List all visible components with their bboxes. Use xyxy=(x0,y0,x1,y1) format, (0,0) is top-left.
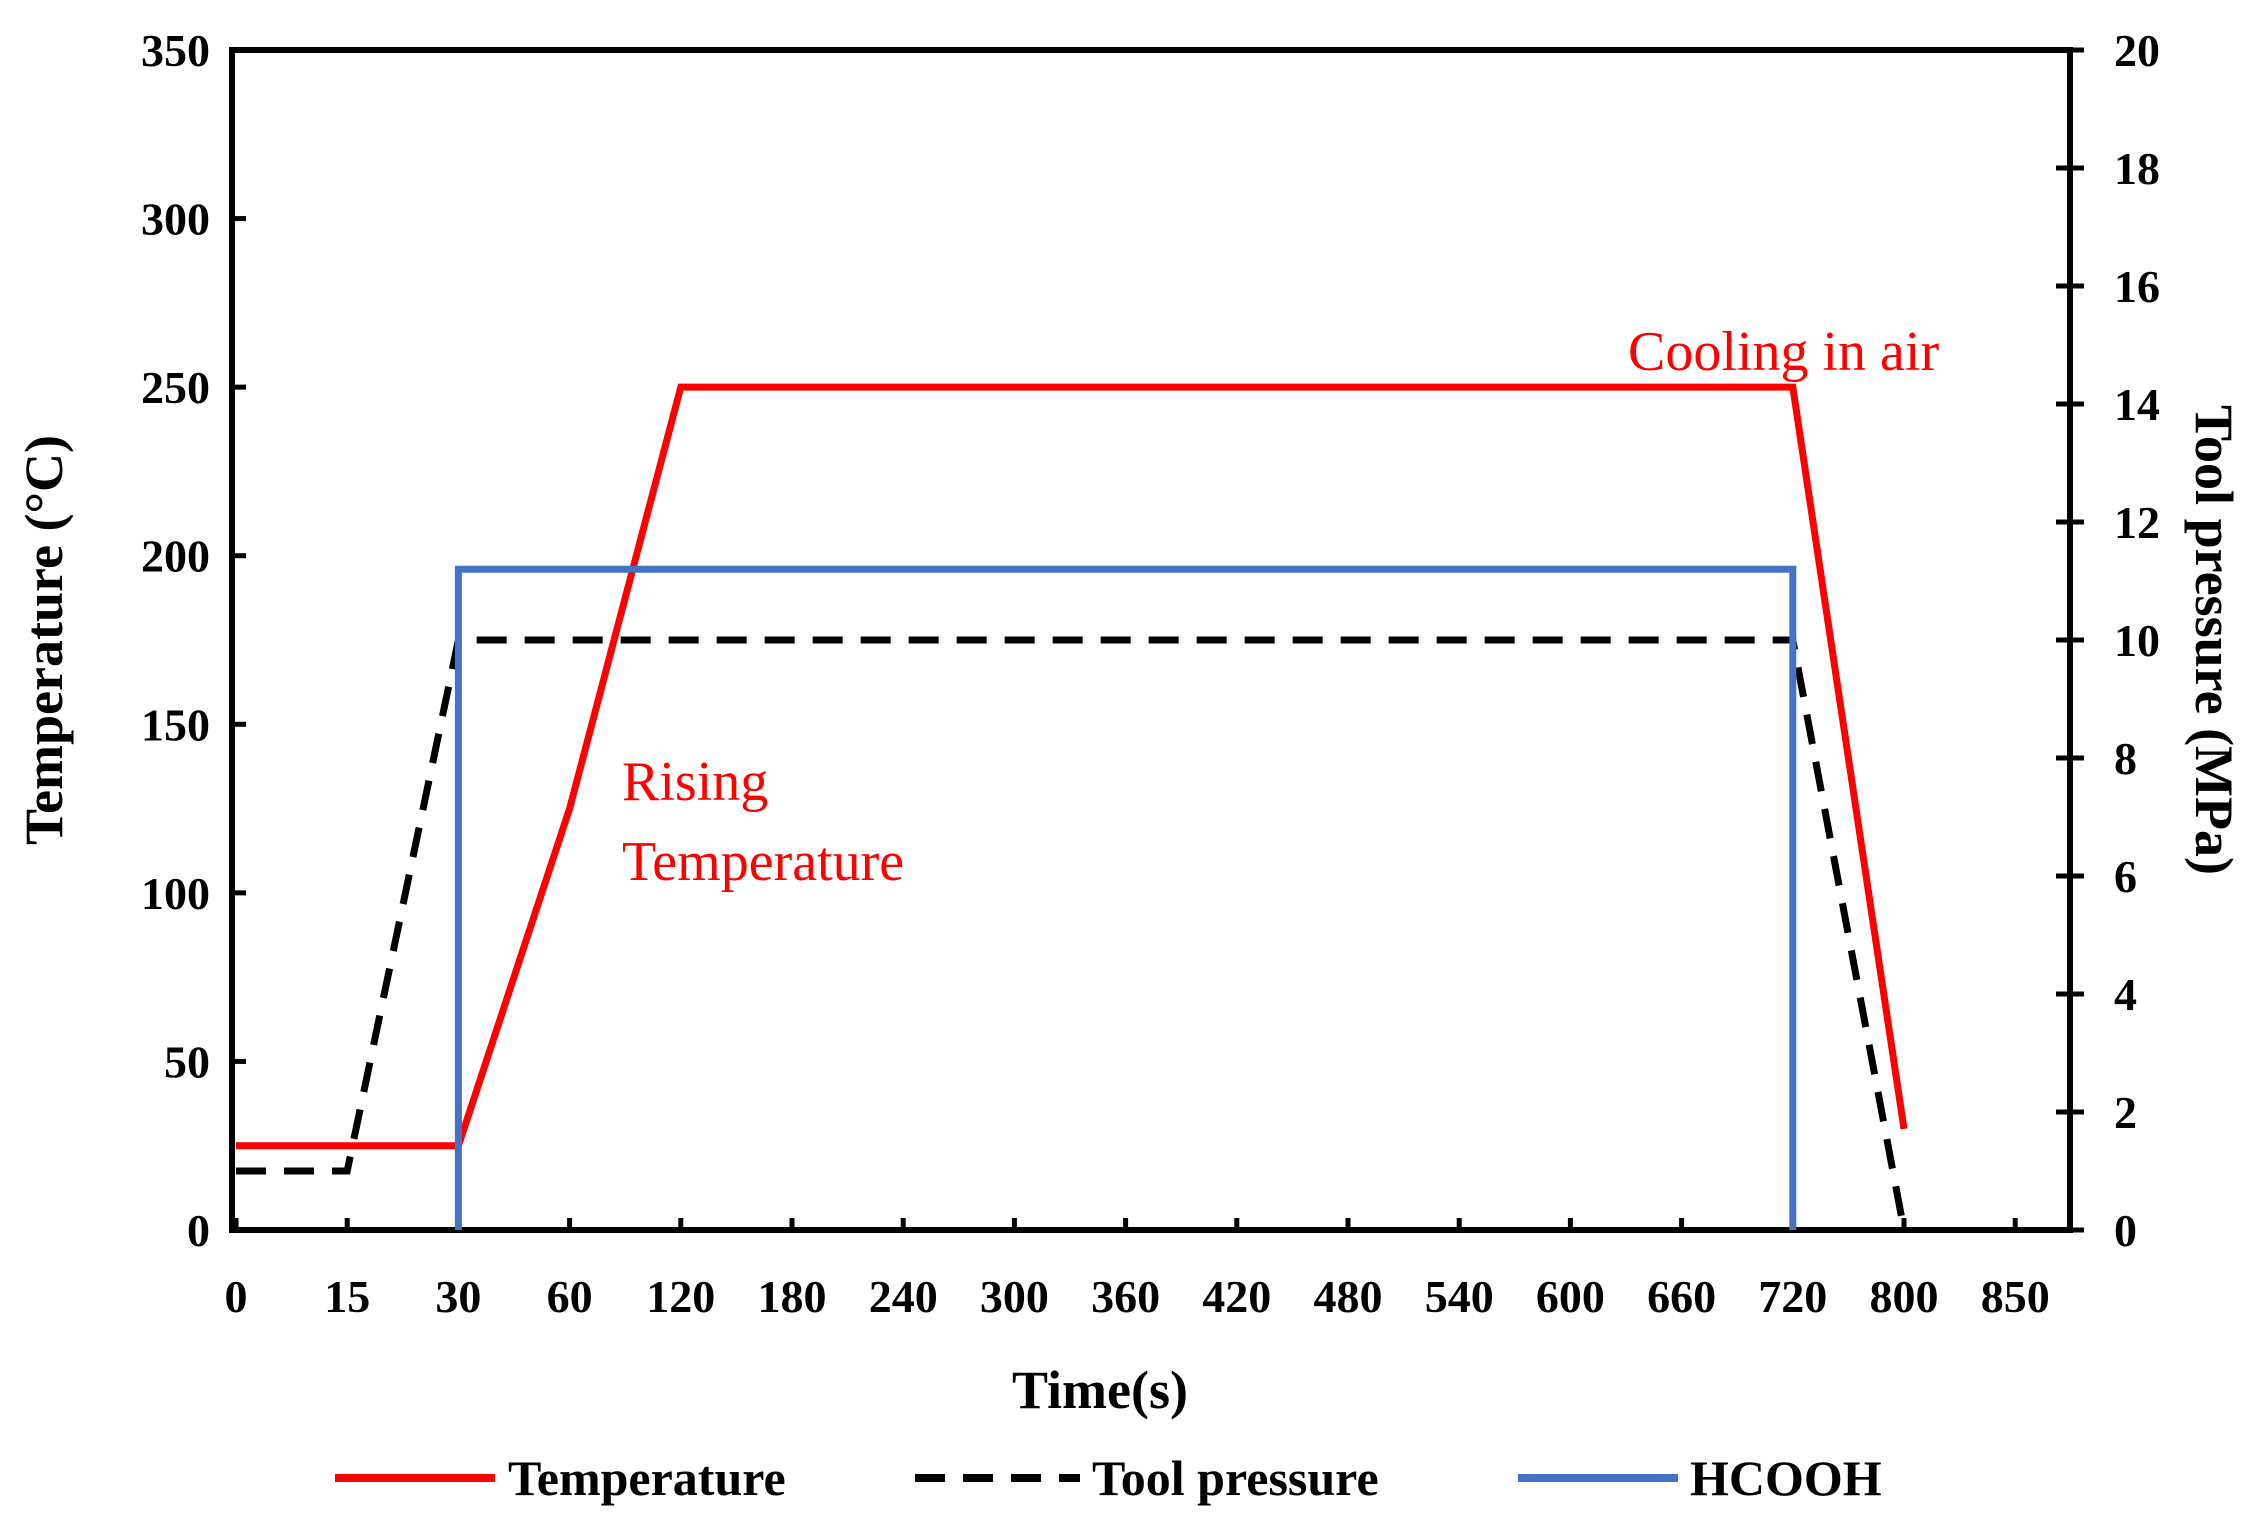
x-axis: 0 15 30 60 120 180 240 300 360 420 480 540 600 660 720… xyxy=(225,1218,2050,1322)
x-tick-label: 180 xyxy=(758,1271,827,1322)
right-tick-label: 8 xyxy=(2114,733,2137,784)
legend-label-hcooh: HCOOH xyxy=(1690,1450,1882,1506)
annotation-rising: Rising xyxy=(622,751,768,813)
x-tick-label: 0 xyxy=(225,1271,248,1322)
x-tick-label: 480 xyxy=(1314,1271,1383,1322)
right-tick-label: 6 xyxy=(2114,851,2137,902)
left-tick-label: 0 xyxy=(187,1205,210,1256)
x-tick-label: 15 xyxy=(324,1271,370,1322)
right-tick-label: 20 xyxy=(2114,25,2160,76)
series-line-temperature xyxy=(236,383,1908,1150)
right-tick-label: 0 xyxy=(2114,1205,2137,1256)
x-tick-label: 720 xyxy=(1758,1271,1827,1322)
right-tick-label: 2 xyxy=(2114,1087,2137,1138)
x-tick-label: 30 xyxy=(435,1271,481,1322)
left-tick-label: 150 xyxy=(141,699,210,750)
x-tick-label: 600 xyxy=(1536,1271,1605,1322)
left-axis: 0 50 100 150 200 250 300 350 xyxy=(141,25,246,1256)
left-tick-label: 50 xyxy=(164,1036,210,1087)
x-tick-label: 850 xyxy=(1981,1271,2050,1322)
right-tick-label: 10 xyxy=(2114,615,2160,666)
legend-label-tool-pressure: Tool pressure xyxy=(1092,1450,1379,1506)
x-tick-label: 60 xyxy=(547,1271,593,1322)
right-tick-label: 12 xyxy=(2114,497,2160,548)
series-line-tool-pressure xyxy=(236,636,1908,1231)
left-axis-title: Temperature (°C) xyxy=(14,435,74,845)
x-axis-title: Time(s) xyxy=(1012,1360,1188,1420)
series-layer xyxy=(236,383,1908,1231)
right-tick-label: 4 xyxy=(2114,969,2137,1020)
legend: Temperature Tool pressure HCOOH xyxy=(335,1450,1882,1506)
x-tick-label: 360 xyxy=(1091,1271,1160,1322)
x-tick-label: 800 xyxy=(1870,1271,1939,1322)
x-tick-label: 540 xyxy=(1425,1271,1494,1322)
left-tick-label: 250 xyxy=(141,362,210,413)
left-tick-label: 350 xyxy=(141,25,210,76)
x-tick-label: 240 xyxy=(869,1271,938,1322)
left-tick-label: 100 xyxy=(141,868,210,919)
right-axis: 0 2 4 6 8 10 12 14 16 18 20 xyxy=(2056,25,2160,1256)
right-tick-label: 16 xyxy=(2114,261,2160,312)
x-tick-label: 660 xyxy=(1647,1271,1716,1322)
right-axis-title: Tool pressure (MPa) xyxy=(2184,405,2244,875)
right-tick-label: 14 xyxy=(2114,379,2160,430)
left-tick-label: 200 xyxy=(141,531,210,582)
series-line-hcooh xyxy=(454,565,1797,1230)
legend-label-temperature: Temperature xyxy=(508,1450,786,1506)
right-tick-label: 18 xyxy=(2114,143,2160,194)
x-tick-label: 300 xyxy=(980,1271,1049,1322)
x-tick-label: 420 xyxy=(1202,1271,1271,1322)
annotation-cooling: Cooling in air xyxy=(1628,321,1939,383)
x-tick-label: 120 xyxy=(646,1271,715,1322)
left-tick-label: 300 xyxy=(141,194,210,245)
annotation-temperature: Temperature xyxy=(622,831,904,893)
